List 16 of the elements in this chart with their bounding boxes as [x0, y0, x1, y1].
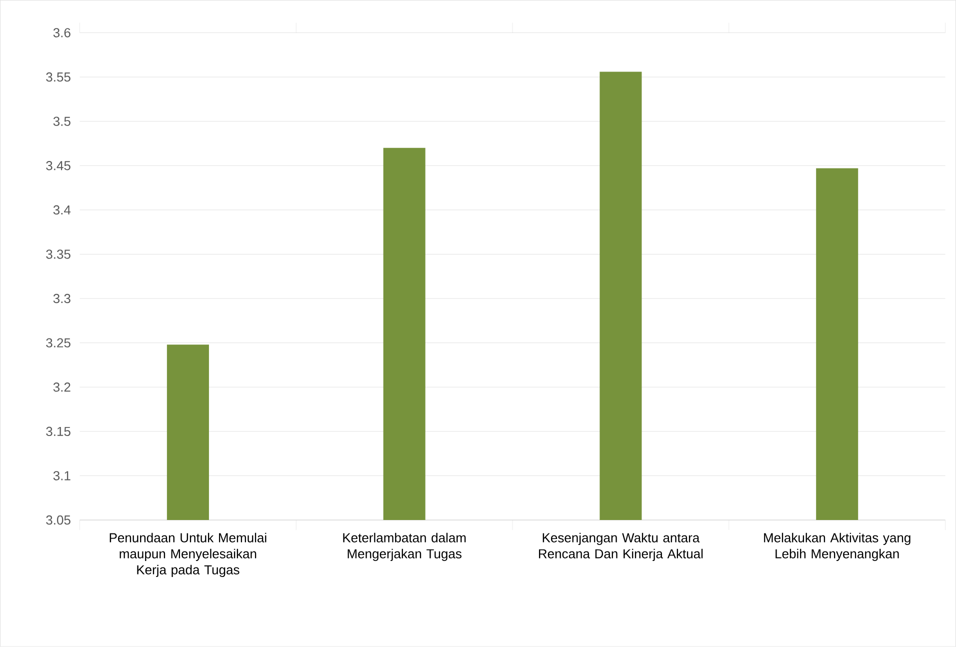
y-tick-label: 3.5: [53, 116, 70, 126]
x-tick-label: Melakukan Aktivitas yang Lebih Menyenangkan: [764, 532, 910, 562]
y-tick-label: 3.6: [53, 28, 70, 38]
x-tick-label: Keterlambatan dalam Mengerjakan Tugas: [343, 532, 466, 562]
y-tick-label: 3.4: [53, 205, 71, 215]
y-tick-label: 3.45: [46, 161, 70, 170]
y-tick-label: 3.55: [46, 72, 70, 82]
y-tick-label: 3.35: [46, 250, 70, 259]
x-tick-label: Penundaan Untuk Memulai maupun Menyelesaikan Kerja pada Tugas: [110, 532, 266, 578]
y-tick-label: 3.1: [53, 471, 70, 480]
y-tick-label: 3.15: [46, 426, 70, 436]
x-tick-label: Kesenjangan Waktu antara Rencana Dan Kinerja Aktual: [538, 532, 703, 562]
y-tick-label: 3.3: [53, 294, 70, 304]
y-tick-label: 3.05: [46, 516, 70, 525]
y-tick-label: 3.25: [46, 338, 70, 348]
y-tick-label: 3.2: [53, 382, 70, 392]
